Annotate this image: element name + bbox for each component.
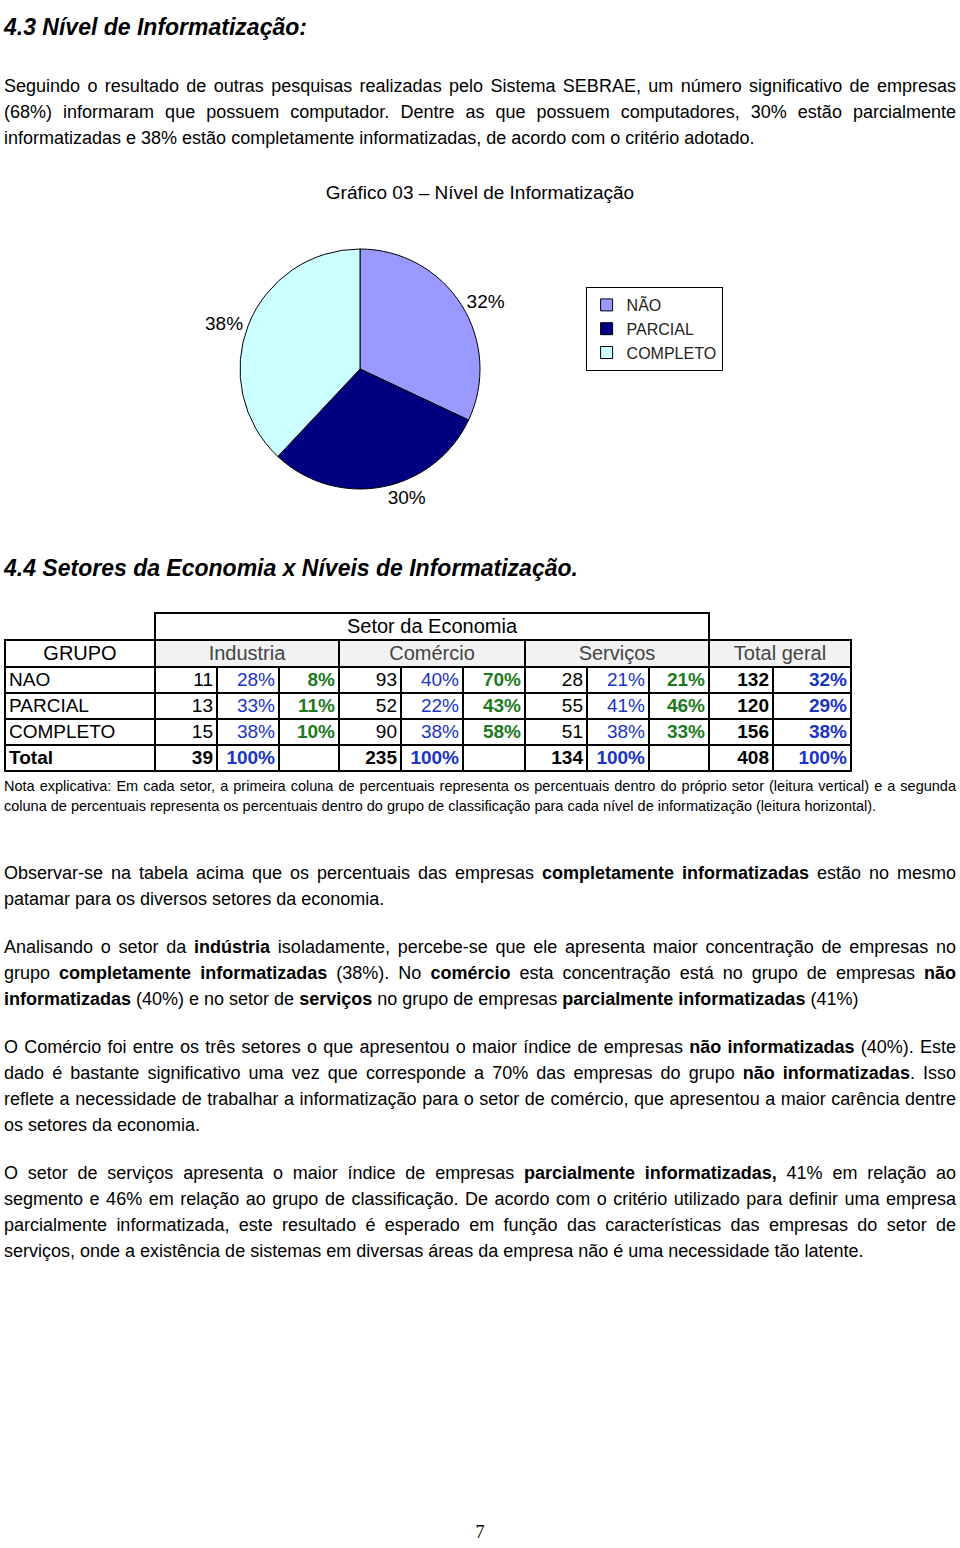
html-text:58%: 58% — [483, 721, 521, 742]
html-text:90: 90 — [375, 721, 397, 742]
html-text:41%: 41% — [607, 695, 645, 716]
html-text:Comércio: Comércio — [389, 642, 475, 664]
html-text:46%: 46% — [667, 695, 705, 716]
html-text:55: 55 — [561, 695, 583, 716]
svg-text:32%: 32% — [467, 291, 505, 312]
html-text:120: 120 — [737, 695, 769, 716]
html-text:38%: 38% — [237, 721, 275, 742]
html-text:Total geral: Total geral — [733, 642, 827, 664]
html-text:40%: 40% — [421, 669, 459, 690]
html-text:100%: 100% — [226, 747, 275, 768]
html-text:33%: 33% — [237, 695, 275, 716]
html-text:38%: 38% — [607, 721, 645, 742]
html-text:Serviços: Serviços — [578, 642, 656, 664]
html-text:43%: 43% — [483, 695, 521, 716]
html-text:PARCIAL: PARCIAL — [9, 695, 89, 716]
html-text:O setor de serviços apresenta: O setor de serviços apresenta o maior ín… — [4, 1163, 956, 1261]
html-text:51: 51 — [561, 721, 583, 742]
html-text:70%: 70% — [483, 669, 521, 690]
html-text:Industria: Industria — [208, 642, 286, 664]
svg-text:NÃO: NÃO — [627, 295, 662, 314]
html-text:GRUPO: GRUPO — [43, 642, 117, 664]
html-text:15: 15 — [191, 721, 213, 742]
html-text:52: 52 — [375, 695, 397, 716]
html-text:28%: 28% — [237, 669, 275, 690]
html-text:Analisando o setor da indústri: Analisando o setor da indústria isoladam… — [4, 937, 956, 1009]
html-text:11: 11 — [193, 669, 213, 690]
html-text:28: 28 — [561, 669, 583, 690]
html-text:100%: 100% — [410, 747, 459, 768]
html-text:13: 13 — [191, 695, 213, 716]
html-text:Total: Total — [9, 747, 53, 768]
svg-text:COMPLETO: COMPLETO — [627, 345, 717, 362]
html-text:132: 132 — [737, 669, 769, 690]
html-text:32%: 32% — [809, 669, 847, 690]
svg-text:30%: 30% — [388, 487, 426, 508]
html-text:235: 235 — [365, 747, 397, 768]
html-text:10%: 10% — [297, 721, 335, 742]
html-text:408: 408 — [737, 747, 769, 768]
html-text:38%: 38% — [809, 721, 847, 742]
html-text:33%: 33% — [667, 721, 705, 742]
html-text:8%: 8% — [307, 669, 335, 690]
html-text:134: 134 — [551, 747, 583, 768]
html-text:Setor da Economia: Setor da Economia — [346, 615, 517, 637]
html-text:Observar-se na tabela acima qu: Observar-se na tabela acima que os perce… — [4, 863, 956, 909]
html-text:Seguindo o resultado de outras: Seguindo o resultado de outras pesquisas… — [4, 76, 956, 148]
html-text:4.3 Nível de Informatização:: 4.3 Nível de Informatização: — [4, 14, 307, 40]
html-text:39: 39 — [191, 747, 213, 768]
svg-text:38%: 38% — [205, 313, 243, 334]
html-text:156: 156 — [737, 721, 769, 742]
html-text:7: 7 — [475, 1522, 485, 1542]
html-text:O Comércio foi entre os três s: O Comércio foi entre os três setores o q… — [4, 1037, 956, 1135]
html-text:COMPLETO: COMPLETO — [9, 721, 116, 742]
html-text:22%: 22% — [421, 695, 459, 716]
svg-text:Gráfico 03 – Nível de Informat: Gráfico 03 – Nível de Informatização — [326, 182, 634, 203]
html-text:38%: 38% — [421, 721, 459, 742]
html-text:29%: 29% — [809, 695, 847, 716]
html-text:100%: 100% — [798, 747, 847, 768]
html-text:21%: 21% — [667, 669, 705, 690]
html-text:4.4 Setores da Economia x Níve: 4.4 Setores da Economia x Níveis de Info… — [4, 555, 578, 581]
html-text:100%: 100% — [596, 747, 645, 768]
html-text:21%: 21% — [607, 669, 645, 690]
html-text:Nota explicativa: Em cada seto: Nota explicativa: Em cada setor, a prime… — [4, 778, 956, 814]
html-text:93: 93 — [375, 669, 397, 690]
svg-text:PARCIAL: PARCIAL — [627, 321, 694, 338]
html-text:11%: 11% — [298, 695, 335, 716]
html-text:NAO: NAO — [9, 669, 51, 690]
